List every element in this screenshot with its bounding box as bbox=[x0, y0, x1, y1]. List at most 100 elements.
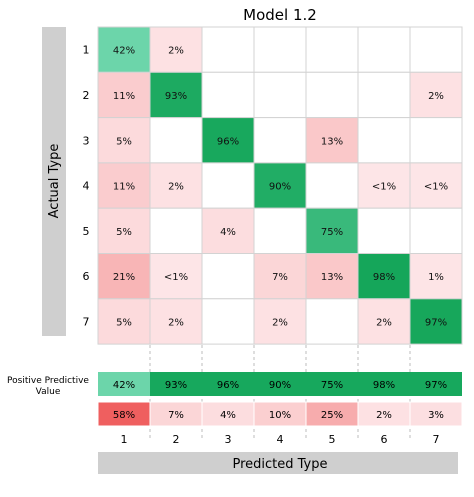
cell-value-label: 4% bbox=[220, 227, 236, 238]
column-labels: 1 2 3 4 5 6 7 bbox=[121, 433, 440, 446]
matrix-cell bbox=[305, 207, 359, 254]
matrix-cell bbox=[409, 162, 463, 209]
ppv-value-label: 75% bbox=[321, 380, 343, 391]
confusion-matrix: 42% 2% 11% 93% 2% 5% 96% 13% 11% 2% 90% <1% <1% 5% 4% 7… bbox=[97, 26, 463, 345]
error-rate-value-label: 4% bbox=[220, 410, 236, 421]
matrix-cell bbox=[97, 253, 151, 300]
cell-value-label: 21% bbox=[113, 272, 135, 283]
cell-value-label: 96% bbox=[217, 136, 239, 147]
error-rate-value-label: 7% bbox=[168, 410, 184, 421]
cell-value-label: 11% bbox=[113, 91, 135, 102]
cell-value-label: 2% bbox=[168, 46, 184, 57]
matrix-cell bbox=[97, 71, 151, 119]
row-labels: 1 2 3 4 5 6 7 bbox=[83, 44, 90, 329]
matrix-cell bbox=[149, 253, 203, 300]
matrix-cell bbox=[201, 71, 255, 119]
matrix-cell bbox=[253, 253, 307, 300]
matrix-cell bbox=[149, 298, 203, 345]
ppv-value-label: 96% bbox=[217, 380, 239, 391]
cell-value-label: 7% bbox=[272, 272, 288, 283]
x-axis-bar bbox=[98, 452, 458, 474]
error-rate-cell bbox=[409, 401, 463, 427]
cell-value-label: 2% bbox=[168, 317, 184, 328]
ppv-value-label: 42% bbox=[113, 380, 135, 391]
matrix-cell bbox=[305, 117, 359, 164]
cell-value-label: 90% bbox=[269, 182, 291, 193]
cell-value-label: 2% bbox=[272, 317, 288, 328]
matrix-cell bbox=[149, 162, 203, 209]
error-rate-cell bbox=[357, 401, 411, 427]
matrix-cell bbox=[97, 207, 151, 254]
column-label: 5 bbox=[329, 433, 336, 446]
cell-value-label: 2% bbox=[428, 91, 444, 102]
matrix-cell bbox=[149, 117, 203, 164]
column-label: 4 bbox=[277, 433, 284, 446]
cell-value-label: 98% bbox=[373, 272, 395, 283]
cell-value-label: 5% bbox=[116, 227, 132, 238]
error-rate-value-label: 58% bbox=[113, 410, 135, 421]
matrix-cell bbox=[409, 117, 463, 164]
matrix-cell bbox=[201, 253, 255, 300]
ppv-label-line2: Value bbox=[36, 387, 61, 397]
cell-value-label: 2% bbox=[168, 182, 184, 193]
matrix-cell bbox=[305, 162, 359, 209]
matrix-cell bbox=[409, 26, 463, 73]
matrix-cell bbox=[253, 71, 307, 119]
row-label: 7 bbox=[83, 315, 90, 328]
x-axis-label: Predicted Type bbox=[232, 457, 327, 472]
cell-value-label: 75% bbox=[321, 227, 343, 238]
ppv-label-line1: Positive Predictive bbox=[7, 376, 89, 386]
cell-value-label: 5% bbox=[116, 136, 132, 147]
cell-value-label: 2% bbox=[376, 317, 392, 328]
matrix-cell bbox=[357, 253, 411, 300]
matrix-cell bbox=[409, 207, 463, 254]
cell-value-label: 13% bbox=[321, 272, 343, 283]
row-label: 6 bbox=[83, 270, 90, 283]
error-rate-value-label: 10% bbox=[269, 410, 291, 421]
matrix-cell bbox=[253, 207, 307, 254]
cell-value-label: 42% bbox=[113, 46, 135, 57]
matrix-cell bbox=[97, 298, 151, 345]
column-label: 7 bbox=[433, 433, 440, 446]
matrix-cell bbox=[409, 253, 463, 300]
chart-title: Model 1.2 bbox=[243, 6, 317, 24]
row-label: 3 bbox=[83, 134, 90, 147]
cell-value-label: 5% bbox=[116, 317, 132, 328]
matrix-cell bbox=[149, 207, 203, 254]
ppv-cell bbox=[98, 372, 150, 396]
cell-value-label: 97% bbox=[425, 317, 447, 328]
matrix-cell bbox=[149, 26, 203, 73]
ppv-value-label: 98% bbox=[373, 380, 395, 391]
matrix-cell bbox=[305, 298, 359, 345]
cell-value-label: 11% bbox=[113, 182, 135, 193]
matrix-cell bbox=[357, 298, 411, 345]
error-rate-cell bbox=[201, 401, 255, 427]
cell-value-label: 13% bbox=[321, 136, 343, 147]
row-label: 4 bbox=[83, 180, 90, 193]
matrix-cell bbox=[253, 298, 307, 345]
ppv-value-label: 90% bbox=[269, 380, 291, 391]
matrix-cell bbox=[253, 26, 307, 73]
cell-value-label: <1% bbox=[372, 182, 396, 193]
matrix-cell bbox=[201, 207, 255, 254]
error-rate-value-label: 2% bbox=[376, 410, 392, 421]
matrix-cell bbox=[97, 162, 151, 209]
y-axis-bar bbox=[42, 27, 66, 336]
error-rate-value-label: 25% bbox=[321, 410, 343, 421]
matrix-cell bbox=[357, 117, 411, 164]
cell-value-label: 1% bbox=[428, 272, 444, 283]
cell-value-label: <1% bbox=[164, 272, 188, 283]
matrix-cell bbox=[357, 71, 411, 119]
row-label: 1 bbox=[83, 44, 90, 57]
matrix-cell bbox=[97, 26, 151, 73]
matrix-cell bbox=[201, 162, 255, 209]
row-label: 5 bbox=[83, 225, 90, 238]
column-label: 2 bbox=[173, 433, 180, 446]
ppv-rows: 42% 93% 96% 90% 75% 98% 97% 58% 7% 4% 10% 25% 2% 3% bbox=[97, 345, 463, 438]
matrix-cell bbox=[201, 298, 255, 345]
ppv-value-label: 97% bbox=[425, 380, 447, 391]
ppv-value-label: 93% bbox=[165, 380, 187, 391]
matrix-cell bbox=[305, 71, 359, 119]
matrix-cell bbox=[357, 26, 411, 73]
